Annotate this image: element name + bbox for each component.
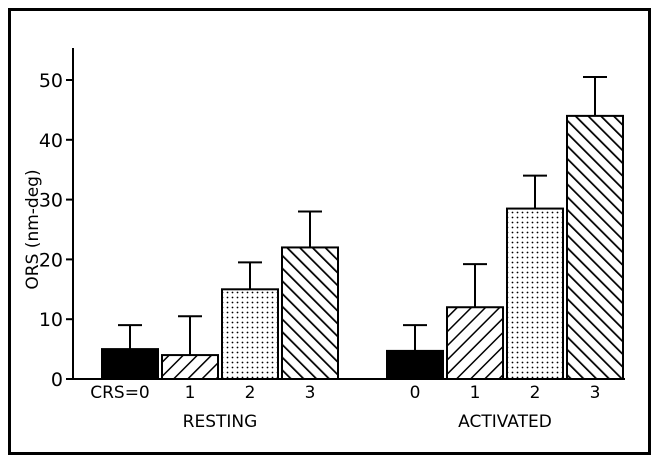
bar (446, 306, 504, 380)
bar (566, 114, 624, 380)
x-tick-label: 1 (185, 383, 196, 403)
bar (221, 288, 279, 380)
y-axis-label: ORS (nm-deg) (23, 169, 43, 289)
x-tick-label: 3 (590, 383, 601, 403)
x-tick-label: 2 (245, 383, 256, 403)
x-tick-label: CRS=0 (90, 383, 150, 403)
group-label: ACTIVATED (458, 412, 552, 432)
bar (101, 348, 159, 381)
bar (281, 246, 339, 380)
y-tick-label: 0 (51, 369, 63, 391)
y-tick-label: 50 (39, 70, 63, 92)
bar (506, 207, 564, 380)
labels: 0 10 20 30 40 50 ORS (nm-deg) CRS=0 1 2 3 RESTING 0 1… (23, 70, 600, 432)
bar (386, 349, 444, 381)
bars (101, 76, 624, 381)
x-tick-label: 0 (410, 383, 421, 403)
bar (161, 354, 219, 380)
x-tick-label: 2 (530, 383, 541, 403)
y-tick-label: 10 (39, 309, 63, 331)
group-label: RESTING (183, 412, 258, 432)
y-tick-label: 30 (39, 190, 63, 212)
y-tick-label: 20 (39, 249, 63, 271)
x-tick-label: 3 (305, 383, 316, 403)
y-tick-label: 40 (39, 130, 63, 152)
x-tick-label: 1 (470, 383, 481, 403)
